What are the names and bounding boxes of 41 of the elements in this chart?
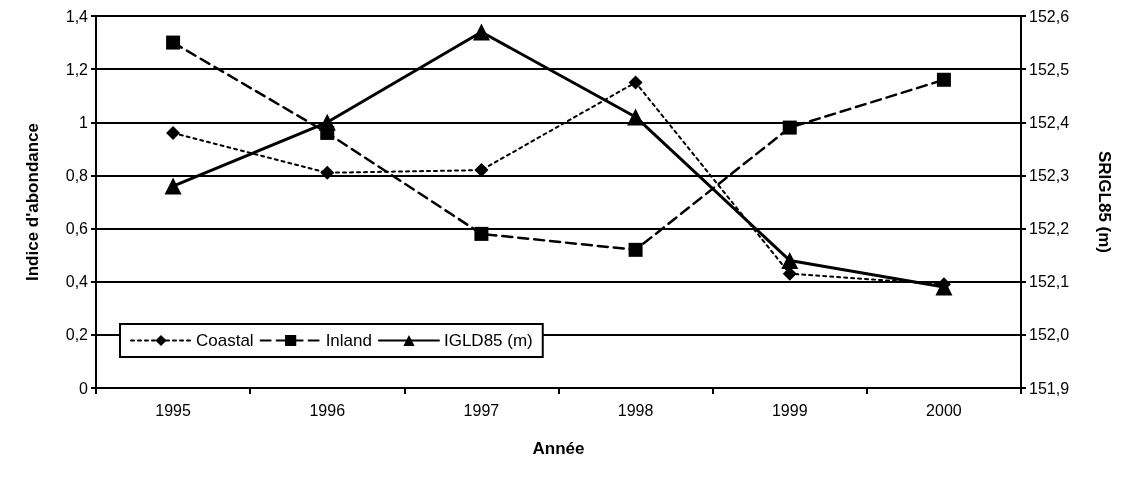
y-tick-label: 0,4 (65, 273, 89, 291)
y2-tick-label: 152,3 (1029, 166, 1070, 184)
y2-tick-label: 152,0 (1029, 326, 1070, 344)
x-axis-title: Année (532, 439, 585, 458)
y2-tick-label: 152,6 (1029, 7, 1070, 25)
y-tick-label: 0,6 (65, 220, 89, 238)
legend-label: IGLD85 (m) (443, 331, 533, 350)
point (166, 125, 181, 140)
point (628, 242, 643, 257)
x-tick-label: 1995 (155, 401, 191, 419)
point (166, 35, 181, 50)
point (474, 226, 489, 241)
y-tick-label: 1,2 (65, 60, 89, 78)
point (628, 75, 643, 90)
y2-axis-title: SRIGL85 (m) (1095, 150, 1114, 254)
y-tick-label: 0,8 (65, 166, 89, 184)
point (627, 108, 645, 126)
point (320, 125, 335, 140)
y2-tick-label: 152,5 (1029, 60, 1070, 78)
y2-tick-label: 152,4 (1029, 113, 1070, 131)
legend-label: Coastal (196, 331, 254, 350)
legend-label: Inland (325, 331, 372, 350)
point (320, 165, 335, 180)
x-tick-label: 1998 (617, 401, 654, 419)
x-tick-label: 2000 (926, 401, 962, 419)
point (781, 251, 799, 269)
x-tick-label: 1999 (771, 401, 808, 419)
y-tick-label: 0 (79, 379, 89, 397)
y2-tick-label: 152,1 (1029, 273, 1070, 291)
point (472, 23, 490, 41)
point (164, 177, 182, 195)
y-tick-label: 1 (79, 113, 89, 131)
x-tick-label: 1997 (463, 401, 500, 419)
y-axis-title: Indice d'abondance (23, 122, 42, 282)
y2-tick-label: 152,2 (1029, 220, 1070, 238)
y2-tick-label: 151,9 (1029, 379, 1070, 397)
point (936, 72, 951, 87)
x-tick-label: 1996 (309, 401, 346, 419)
point (782, 120, 797, 135)
y-tick-label: 1,4 (65, 7, 89, 25)
y-tick-label: 0,2 (65, 326, 89, 344)
